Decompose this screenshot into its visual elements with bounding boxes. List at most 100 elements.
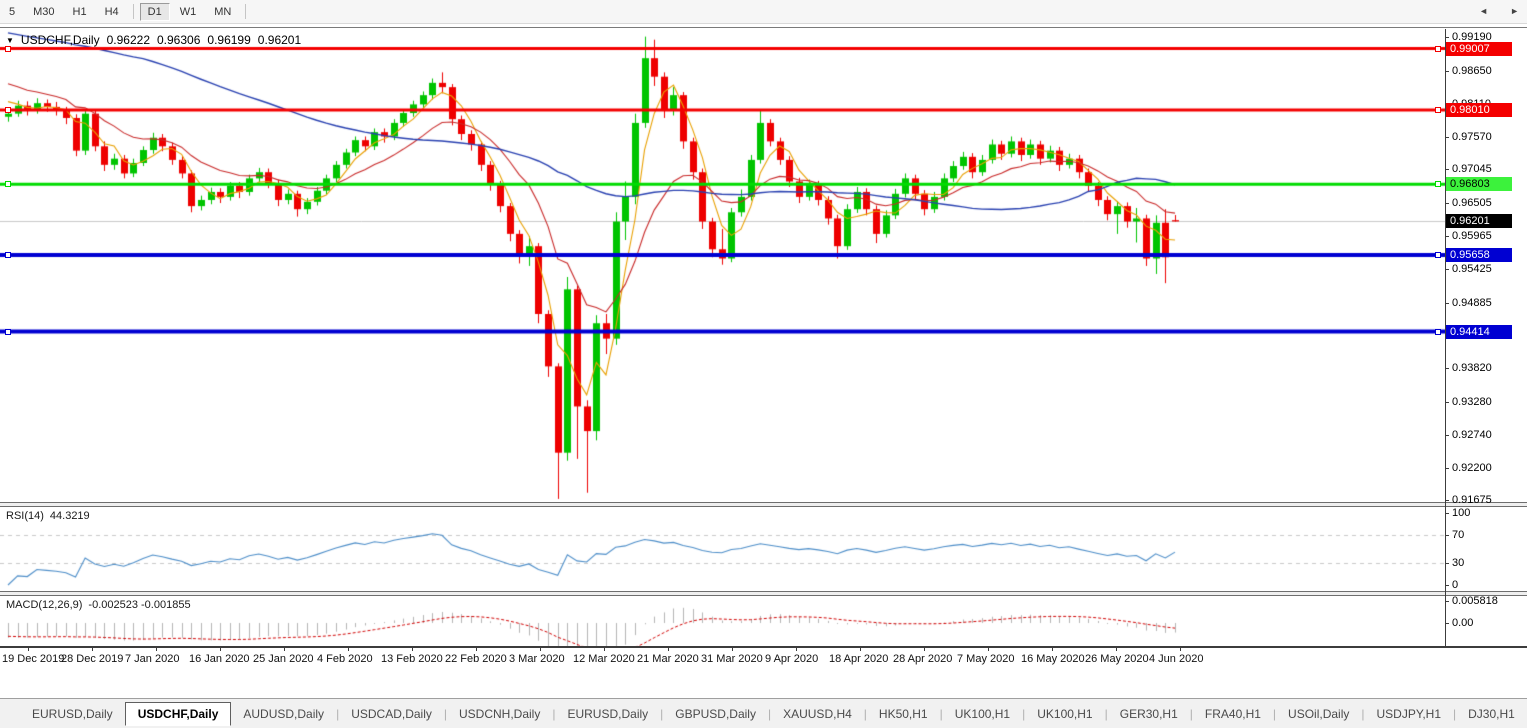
line-left-handle[interactable] <box>5 46 11 52</box>
chart-tab-audusd-daily[interactable]: AUDUSD,Daily <box>243 706 325 721</box>
rsi-tick-label: 100 <box>1452 507 1471 519</box>
price-tick-mark <box>1445 169 1449 170</box>
chart-tab-bar: EURUSD,Daily USDCHF,Daily AUDUSD,Daily | USD… <box>0 698 1527 728</box>
tab-separator: | <box>939 706 943 721</box>
chart-tab-fra40-h1[interactable]: FRA40,H1 <box>1204 706 1261 721</box>
date-tick-label: 4 Jun 2020 <box>1149 653 1204 665</box>
close-value: 0.96201 <box>257 33 302 47</box>
low-value: 0.96199 <box>207 33 251 47</box>
date-tick-mark <box>540 648 541 651</box>
rsi-tick-label: 0 <box>1452 579 1459 591</box>
chevron-down-icon[interactable]: ▼ <box>6 35 14 45</box>
chart-tab-usoil-daily[interactable]: USOil,Daily <box>1288 706 1350 721</box>
date-tick-label: 19 Dec 2019 <box>2 653 65 665</box>
chart-tab-usdcad-daily[interactable]: USDCAD,Daily <box>351 706 432 721</box>
timeframe-button-m30[interactable]: M30 <box>33 5 55 18</box>
tab-separator: | <box>863 706 867 721</box>
chart-tab-usdjpy-h1[interactable]: USDJPY,H1 <box>1376 706 1441 721</box>
timeframe-button-h4[interactable]: H4 <box>104 5 119 18</box>
timeframe-button-h1[interactable]: H1 <box>72 5 87 18</box>
rsi-current-value: 44.3219 <box>49 510 90 522</box>
line-left-handle[interactable] <box>5 329 11 335</box>
chart-tab-hk50-h1[interactable]: HK50,H1 <box>878 706 928 721</box>
level-price-badge[interactable]: 0.96803 <box>1446 177 1512 191</box>
date-tick-label: 13 Feb 2020 <box>381 653 443 665</box>
timeframe-button-mn[interactable]: MN <box>214 5 232 18</box>
price-tick-mark <box>1445 303 1449 304</box>
line-right-handle[interactable] <box>1435 329 1441 335</box>
date-tick-mark <box>1052 648 1053 651</box>
level-price-badge[interactable]: 0.94414 <box>1446 325 1512 339</box>
price-tick-label: 0.94885 <box>1452 297 1492 309</box>
date-tick-mark <box>28 648 29 651</box>
date-tick-label: 7 May 2020 <box>957 653 1015 665</box>
date-tick-label: 28 Dec 2019 <box>61 653 124 665</box>
chart-tab-usdcnh-daily[interactable]: USDCNH,Daily <box>459 706 541 721</box>
price-tick-label: 0.96505 <box>1452 197 1492 209</box>
chart-tab-usdchf-daily[interactable]: USDCHF,Daily <box>124 701 232 726</box>
macd-tick-label: 0.005818 <box>1452 595 1498 607</box>
tab-separator: | <box>1361 706 1365 721</box>
price-chart-canvas[interactable] <box>0 29 1445 503</box>
price-tick-mark <box>1445 137 1449 138</box>
price-tick-mark <box>1445 468 1449 469</box>
date-tick-label: 28 Apr 2020 <box>893 653 953 665</box>
date-tick-mark <box>1180 648 1181 651</box>
timeframe-button-d1[interactable]: D1 <box>139 2 170 21</box>
price-tick-mark <box>1445 236 1449 237</box>
date-tick-label: 12 Mar 2020 <box>573 653 635 665</box>
level-price-badge[interactable]: 0.99007 <box>1446 42 1512 56</box>
line-left-handle[interactable] <box>5 181 11 187</box>
date-tick-mark <box>156 648 157 651</box>
date-tick-label: 21 Mar 2020 <box>637 653 699 665</box>
chart-tab-eurusd-daily[interactable]: EURUSD,Daily <box>567 706 649 721</box>
chart-tab-xauusd-h4[interactable]: XAUUSD,H4 <box>783 706 852 721</box>
date-tick-mark <box>1116 648 1117 651</box>
line-right-handle[interactable] <box>1435 252 1441 258</box>
chart-tab-uk100-h1[interactable]: UK100,H1 <box>954 706 1011 721</box>
chart-tab-uk100-h1[interactable]: UK100,H1 <box>1037 706 1093 721</box>
price-tick-mark <box>1445 203 1449 204</box>
date-tick-mark <box>732 648 733 651</box>
price-tick-label: 0.93280 <box>1452 396 1492 408</box>
tab-separator: | <box>1104 706 1108 721</box>
macd-tick-mark <box>1445 623 1449 624</box>
date-tick-mark <box>796 648 797 651</box>
timeframe-button-5[interactable]: 5 <box>9 5 16 18</box>
line-right-handle[interactable] <box>1435 46 1441 52</box>
chart-tab-eurusd-daily[interactable]: EURUSD,Daily <box>32 706 113 721</box>
tab-separator: | <box>1022 706 1026 721</box>
date-tick-label: 3 Mar 2020 <box>509 653 565 665</box>
panel-splitter[interactable] <box>0 502 1527 507</box>
current-price-badge: 0.96201 <box>1446 214 1512 228</box>
line-right-handle[interactable] <box>1435 181 1441 187</box>
line-right-handle[interactable] <box>1435 107 1441 113</box>
price-tick-mark <box>1445 269 1449 270</box>
rsi-indicator-canvas[interactable] <box>0 507 1445 592</box>
tab-scroll-right-icon[interactable]: ► <box>1510 6 1519 16</box>
level-price-badge[interactable]: 0.95658 <box>1446 248 1512 262</box>
date-tick-mark <box>476 648 477 651</box>
panel-splitter[interactable] <box>0 591 1527 596</box>
chart-tab-dj30-h1[interactable]: DJ30,H1 <box>1468 706 1515 721</box>
timeframe-button-w1[interactable]: W1 <box>179 5 197 18</box>
date-tick-label: 25 Jan 2020 <box>253 653 314 665</box>
tab-separator: | <box>443 706 447 721</box>
line-left-handle[interactable] <box>5 252 11 258</box>
rsi-tick-mark <box>1445 585 1449 586</box>
date-tick-label: 26 May 2020 <box>1085 653 1149 665</box>
level-price-badge[interactable]: 0.98010 <box>1446 103 1512 117</box>
date-tick-label: 7 Jan 2020 <box>125 653 180 665</box>
date-tick-mark <box>924 648 925 651</box>
open-value: 0.96222 <box>106 33 150 47</box>
tab-separator: | <box>1189 706 1193 721</box>
price-tick-label: 0.97045 <box>1452 163 1492 175</box>
line-left-handle[interactable] <box>5 107 11 113</box>
chart-tab-gbpusd-daily[interactable]: GBPUSD,Daily <box>675 706 756 721</box>
date-tick-label: 4 Feb 2020 <box>317 653 373 665</box>
chart-tab-ger30-h1[interactable]: GER30,H1 <box>1119 706 1178 721</box>
tab-scroll-left-icon[interactable]: ◄ <box>1479 6 1489 16</box>
date-tick-label: 22 Feb 2020 <box>445 653 507 665</box>
high-value: 0.96306 <box>157 33 201 47</box>
